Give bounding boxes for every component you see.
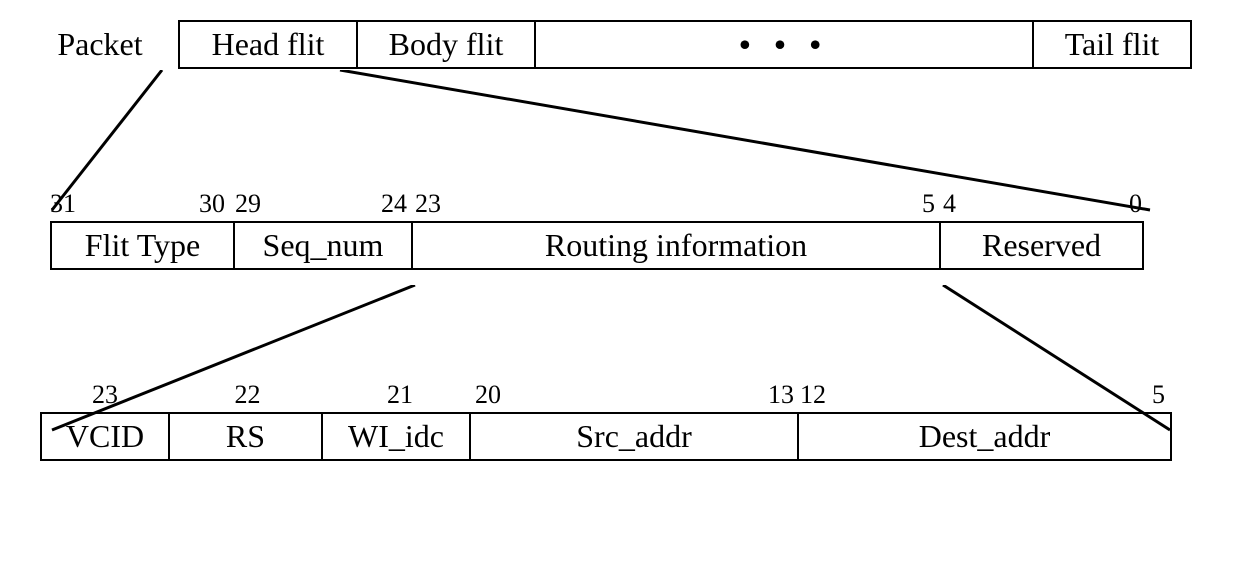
dest-addr-cell: Dest_addr	[797, 412, 1172, 461]
ellipsis-cell: • • •	[534, 20, 1034, 69]
packet-row: Packet Head flit Body flit • • • Tail fl…	[20, 20, 1220, 69]
vcid-cell: VCID	[40, 412, 170, 461]
routing-info-detail-group: 23 22 21 20 13 12 5 VCID RS WI_idc Src_a…	[20, 380, 1220, 461]
routing-info-cell: Routing information	[411, 221, 941, 270]
bit-4: 4	[943, 189, 983, 219]
reserved-cell: Reserved	[939, 221, 1144, 270]
bit-23: 23	[415, 189, 475, 219]
rs-cell: RS	[168, 412, 323, 461]
bit-29: 29	[235, 189, 295, 219]
bit-r3-5: 5	[855, 380, 1175, 410]
head-flit-fields-row: Flit Type Seq_num Routing information Re…	[50, 221, 1220, 270]
bit-r3-23: 23	[40, 380, 170, 410]
bit-5: 5	[475, 189, 943, 219]
bit-r3-13: 13	[550, 380, 800, 410]
head-flit-cell: Head flit	[178, 20, 358, 69]
packet-format-diagram: Packet Head flit Body flit • • • Tail fl…	[20, 20, 1220, 461]
bit-r3-22: 22	[170, 380, 325, 410]
bit-31: 31	[50, 189, 145, 219]
body-flit-cell: Body flit	[356, 20, 536, 69]
tail-flit-cell: Tail flit	[1032, 20, 1192, 69]
routing-info-fields-row: VCID RS WI_idc Src_addr Dest_addr	[40, 412, 1220, 461]
flit-type-cell: Flit Type	[50, 221, 235, 270]
src-addr-cell: Src_addr	[469, 412, 799, 461]
bit-r3-20: 20	[475, 380, 550, 410]
bit-r3-12: 12	[800, 380, 855, 410]
bit-r3-21: 21	[325, 380, 475, 410]
bit-24: 24	[295, 189, 415, 219]
bit-0: 0	[983, 189, 1148, 219]
row2-bit-labels: 31 30 29 24 23 5 4 0	[50, 189, 1220, 219]
packet-label: Packet	[20, 20, 180, 69]
wi-idc-cell: WI_idc	[321, 412, 471, 461]
head-flit-detail-group: 31 30 29 24 23 5 4 0 Flit Type Seq_num R…	[20, 189, 1220, 270]
bit-30: 30	[145, 189, 235, 219]
seq-num-cell: Seq_num	[233, 221, 413, 270]
row3-bit-labels: 23 22 21 20 13 12 5	[40, 380, 1220, 410]
